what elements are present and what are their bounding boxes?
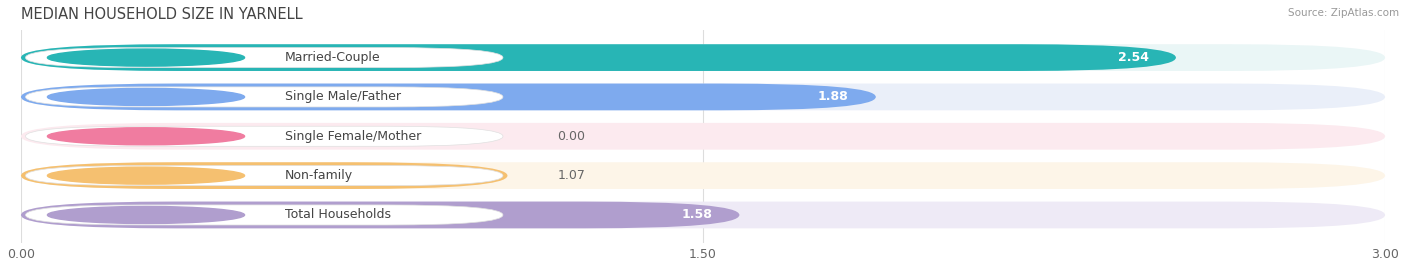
FancyBboxPatch shape	[25, 166, 503, 186]
Circle shape	[48, 206, 245, 224]
Text: Source: ZipAtlas.com: Source: ZipAtlas.com	[1288, 8, 1399, 18]
FancyBboxPatch shape	[21, 44, 1385, 71]
FancyBboxPatch shape	[25, 87, 503, 107]
Circle shape	[48, 49, 245, 66]
FancyBboxPatch shape	[25, 47, 503, 68]
Text: 2.54: 2.54	[1118, 51, 1149, 64]
Circle shape	[48, 167, 245, 184]
Text: Total Households: Total Households	[284, 209, 391, 221]
FancyBboxPatch shape	[21, 123, 1385, 150]
FancyBboxPatch shape	[21, 202, 740, 228]
Text: Single Male/Father: Single Male/Father	[284, 90, 401, 103]
Text: 1.58: 1.58	[682, 209, 711, 221]
Text: Married-Couple: Married-Couple	[284, 51, 380, 64]
Circle shape	[48, 128, 245, 145]
Text: 1.07: 1.07	[558, 169, 585, 182]
FancyBboxPatch shape	[21, 84, 1385, 110]
FancyBboxPatch shape	[25, 205, 503, 225]
FancyBboxPatch shape	[21, 202, 1385, 228]
Text: MEDIAN HOUSEHOLD SIZE IN YARNELL: MEDIAN HOUSEHOLD SIZE IN YARNELL	[21, 7, 302, 22]
Text: Single Female/Mother: Single Female/Mother	[284, 130, 420, 143]
FancyBboxPatch shape	[21, 84, 876, 110]
Text: 1.88: 1.88	[818, 90, 849, 103]
FancyBboxPatch shape	[21, 44, 1175, 71]
Text: 0.00: 0.00	[558, 130, 585, 143]
FancyBboxPatch shape	[21, 162, 508, 189]
Circle shape	[48, 88, 245, 106]
Text: Non-family: Non-family	[284, 169, 353, 182]
FancyBboxPatch shape	[21, 162, 1385, 189]
FancyBboxPatch shape	[25, 126, 503, 146]
